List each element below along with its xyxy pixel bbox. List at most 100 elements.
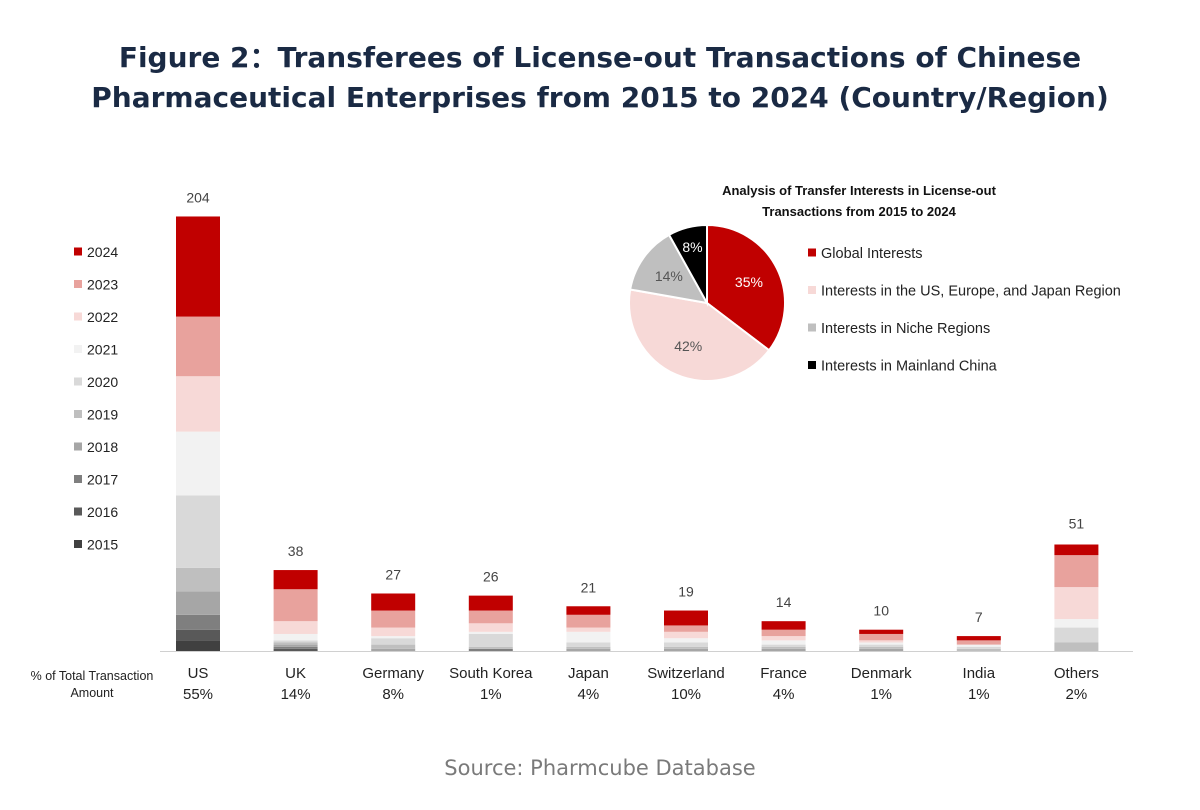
category-percent-denmark: 1% xyxy=(870,686,892,703)
bar-total-label-india: 7 xyxy=(975,609,983,625)
bar-segment-germany-2023 xyxy=(371,610,416,628)
bar-total-label-japan: 21 xyxy=(581,579,597,595)
bar-segment-japan-2021 xyxy=(566,631,611,643)
legend-label-2015: 2015 xyxy=(87,537,118,553)
bar-segment-germany-2020 xyxy=(371,638,416,645)
pie-slice-interests-in-niche-regions xyxy=(629,233,709,305)
pie-legend-label-global-interests: Global Interests xyxy=(821,246,923,262)
legend-swatch-2015 xyxy=(74,540,82,548)
category-percent-japan: 4% xyxy=(578,686,600,703)
category-label-uk: UK xyxy=(285,665,306,682)
legend-swatch-2023 xyxy=(74,280,82,288)
pie-label-interests-in-mainland-china: 8% xyxy=(682,239,702,255)
category-percent-others: 2% xyxy=(1066,686,1088,703)
category-percent-india: 1% xyxy=(968,686,990,703)
bar-segment-south-korea-2021 xyxy=(468,631,513,634)
bar-segment-us-2015 xyxy=(176,640,220,651)
bar-segment-france-2020 xyxy=(761,644,806,647)
bar-total-label-uk: 38 xyxy=(288,543,304,559)
bar-total-label-denmark: 10 xyxy=(873,603,889,619)
pie-legend-label-interests-in-the-us-europe-and-japan-region: Interests in the US, Europe, and Japan R… xyxy=(821,284,1121,300)
legend-label-2017: 2017 xyxy=(87,472,118,488)
bar-segment-uk-2023 xyxy=(273,589,318,622)
bar-segment-others-2019 xyxy=(1054,642,1099,651)
bar-segment-japan-2019 xyxy=(566,646,611,649)
bar-segment-uk-2022 xyxy=(273,621,318,634)
bar-segment-switzerland-2018 xyxy=(664,648,708,651)
pie-legend-swatch-interests-in-niche-regions xyxy=(808,323,816,332)
bar-segment-others-2020 xyxy=(1054,627,1099,643)
category-row-label-line-2: Amount xyxy=(70,686,114,700)
legend-label-2016: 2016 xyxy=(87,504,118,520)
legend-label-2023: 2023 xyxy=(87,277,118,293)
category-label-us: US xyxy=(188,665,209,682)
bar-segment-us-2019 xyxy=(176,567,220,592)
bar-segment-south-korea-2024 xyxy=(468,595,513,611)
pie-slice-interests-in-the-us-europe-and-japan-region xyxy=(627,288,771,383)
legend-swatch-2016 xyxy=(74,507,82,516)
pie-slice-interests-in-mainland-china xyxy=(667,223,708,307)
bar-segment-south-korea-2020 xyxy=(468,633,513,647)
pie-legend-swatch-global-interests xyxy=(808,248,816,257)
source-note: Source: Pharmcube Database xyxy=(444,756,756,780)
bar-segment-japan-2023 xyxy=(566,614,611,628)
bar-segment-japan-2022 xyxy=(566,627,611,632)
bar-total-label-france: 14 xyxy=(776,594,792,610)
bar-segment-denmark-2021 xyxy=(859,642,904,645)
bar-segment-france-2024 xyxy=(761,621,806,630)
bar-segment-us-2016 xyxy=(176,629,220,641)
bar-segment-switzerland-2019 xyxy=(664,646,708,649)
bar-segment-uk-2020 xyxy=(273,640,318,643)
bar-segment-india-2024 xyxy=(956,636,1001,641)
category-percent-germany: 8% xyxy=(382,686,404,703)
bar-segment-germany-2019 xyxy=(371,644,416,649)
bar-total-label-germany: 27 xyxy=(385,566,401,582)
legend-swatch-2024 xyxy=(74,247,82,256)
legend-label-2020: 2020 xyxy=(87,374,118,390)
bar-segment-japan-2018 xyxy=(566,648,611,651)
category-label-switzerland: Switzerland xyxy=(647,665,725,682)
category-label-south-korea: South Korea xyxy=(449,665,533,682)
bar-segment-germany-2021 xyxy=(371,636,416,639)
chart-title-line-1: Figure 2：Transferees of License-out Tran… xyxy=(118,41,1082,74)
bar-total-label-switzerland: 19 xyxy=(678,584,694,600)
bar-segment-us-2021 xyxy=(176,431,220,496)
category-percent-uk: 14% xyxy=(281,686,311,703)
bar-segment-denmark-2024 xyxy=(859,629,904,634)
chart-title: Figure 2：Transferees of License-out Tran… xyxy=(0,38,1200,118)
bar-segment-japan-2020 xyxy=(566,642,611,647)
bar-total-label-us: 204 xyxy=(186,189,210,205)
bar-segment-uk-2021 xyxy=(273,633,318,641)
pie-title-line-2: Transactions from 2015 to 2024 xyxy=(762,204,956,219)
category-label-japan: Japan xyxy=(568,665,609,682)
bar-segment-switzerland-2023 xyxy=(664,625,708,632)
bar-segment-us-2020 xyxy=(176,495,220,568)
pie-legend-swatch-interests-in-mainland-china xyxy=(808,361,816,369)
legend-swatch-2020 xyxy=(74,377,82,386)
bar-total-label-south-korea: 26 xyxy=(483,569,499,585)
bar-segment-us-2022 xyxy=(176,376,220,432)
pie-label-interests-in-the-us-europe-and-japan-region: 42% xyxy=(674,338,702,354)
bar-segment-france-2019 xyxy=(761,646,806,649)
category-label-denmark: Denmark xyxy=(851,665,912,682)
bar-segment-switzerland-2020 xyxy=(664,642,708,647)
legend-swatch-2022 xyxy=(74,312,82,321)
legend-label-2024: 2024 xyxy=(87,244,118,260)
category-row-label-line-1: % of Total Transaction xyxy=(31,669,154,683)
bar-total-label-others: 51 xyxy=(1069,515,1085,531)
bar-segment-france-2021 xyxy=(761,640,806,645)
bar-segment-uk-2017 xyxy=(273,646,318,649)
legend-label-2022: 2022 xyxy=(87,309,118,325)
bar-segment-south-korea-2017 xyxy=(468,648,513,651)
legend-swatch-2017 xyxy=(74,475,82,483)
bar-segment-france-2018 xyxy=(761,648,806,651)
bar-segment-denmark-2022 xyxy=(859,640,904,643)
bar-segment-uk-2024 xyxy=(273,570,318,590)
pie-title-line-1: Analysis of Transfer Interests in Licens… xyxy=(722,183,996,198)
pie-legend-swatch-interests-in-the-us-europe-and-japan-region xyxy=(808,286,816,294)
bar-segment-south-korea-2023 xyxy=(468,610,513,624)
legend-label-2019: 2019 xyxy=(87,407,118,423)
pie-legend-label-interests-in-niche-regions: Interests in Niche Regions xyxy=(821,321,990,337)
legend-label-2018: 2018 xyxy=(87,439,118,455)
bar-segment-india-2021 xyxy=(956,644,1001,647)
